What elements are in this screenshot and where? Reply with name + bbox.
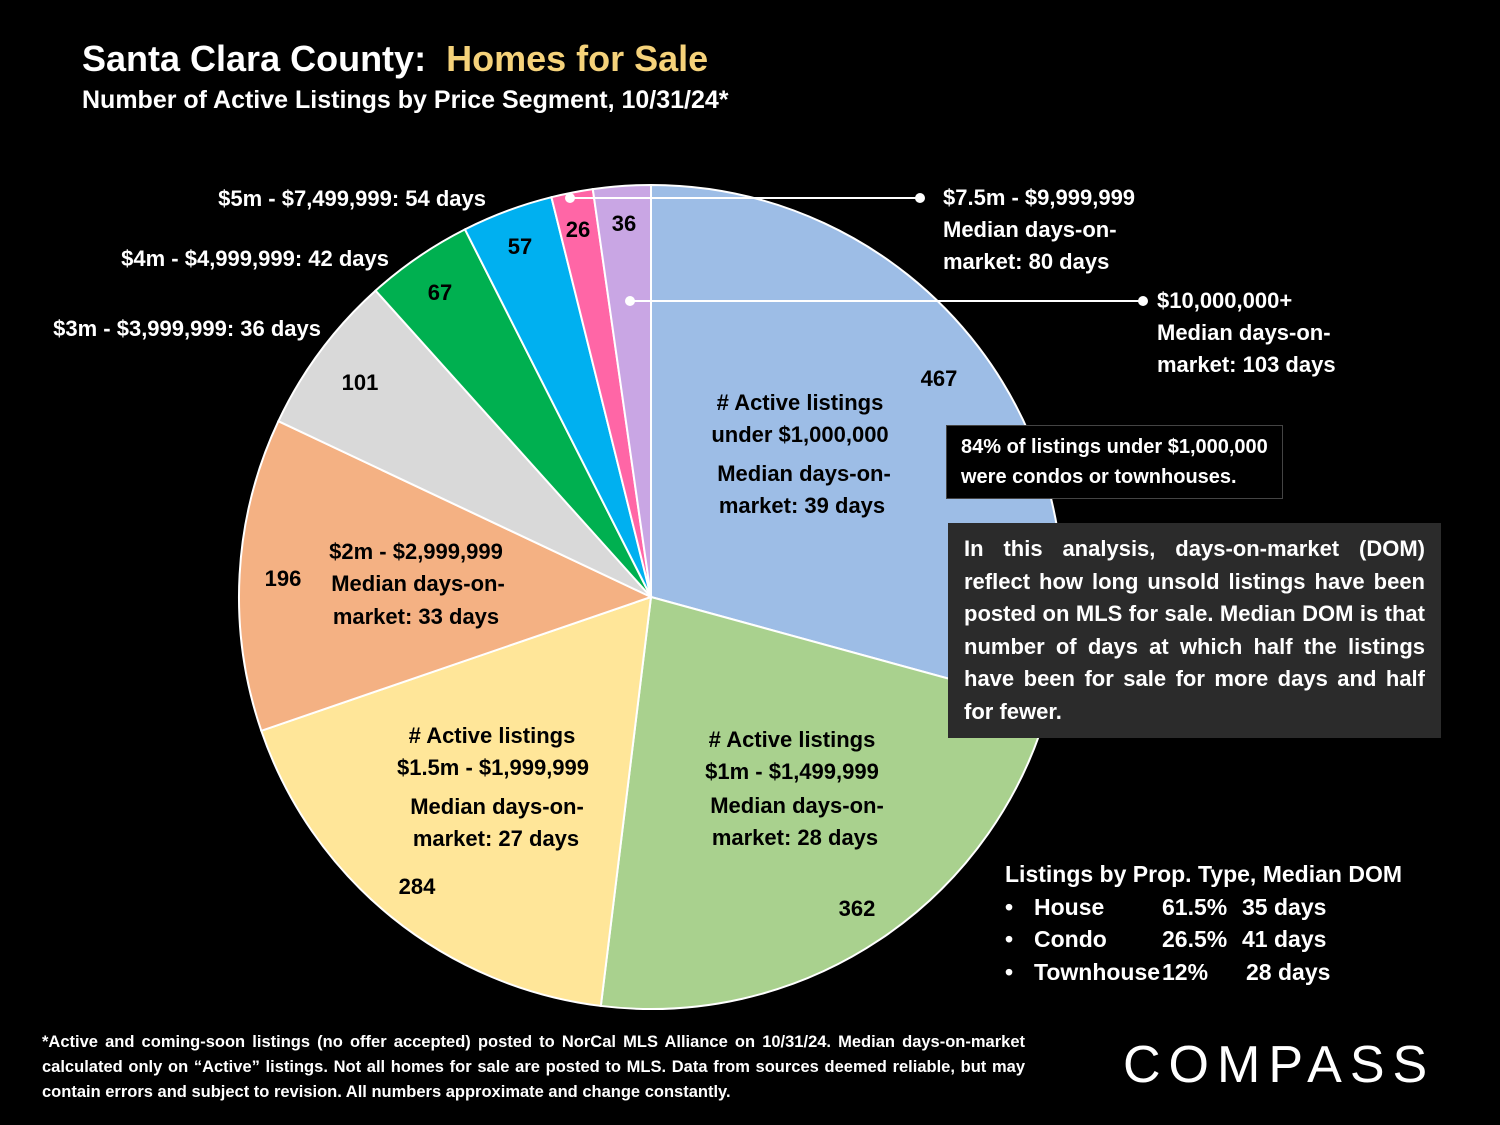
condo-note: 84% of listings under $1,000,000 were co…	[946, 425, 1283, 499]
value-label-7: 57	[508, 234, 532, 259]
leader-dot-10m-end	[1138, 296, 1148, 306]
dom-explanation-box: In this analysis, days-on-market (DOM) r…	[948, 523, 1441, 738]
text-1m-1: # Active listings	[709, 727, 876, 752]
text-under1m-1: # Active listings	[717, 390, 884, 415]
legend-item-condo: • Condo 26.5% 41 days	[1005, 923, 1402, 956]
title-prefix: Santa Clara County:	[82, 38, 427, 79]
callout-7-5m-line-2: Median days-on-	[943, 217, 1117, 242]
legend-pct: 61.5%	[1162, 893, 1228, 920]
value-label-2: 362	[839, 896, 876, 921]
callout-10m: $10,000,000+ Median days-on- market: 103…	[1157, 285, 1336, 381]
leader-dot-7-5m-end	[915, 193, 925, 203]
callout-10m-line-1: $10,000,000+	[1157, 288, 1293, 313]
callout-7-5m: $7.5m - $9,999,999 Median days-on- marke…	[943, 182, 1135, 278]
title-highlight: Homes for Sale	[446, 38, 709, 79]
value-label-3: 284	[399, 874, 436, 899]
chart-subtitle: Number of Active Listings by Price Segme…	[82, 86, 729, 114]
label-5m: $5m - $7,499,999: 54 days	[218, 186, 486, 211]
value-label-8: 26	[566, 217, 590, 242]
condo-note-line-1: 84% of listings under $1,000,000	[961, 436, 1268, 458]
legend-bullet: •	[1005, 958, 1014, 985]
value-label-6: 67	[428, 280, 452, 305]
text-1-5m-2: $1.5m - $1,999,999	[397, 755, 589, 780]
legend-pct: 26.5%	[1162, 926, 1228, 952]
text-1-5m-3: Median days-on-	[410, 794, 584, 819]
value-label-9: 36	[612, 211, 636, 236]
value-label-5: 101	[342, 370, 379, 395]
pie-slice-4	[238, 419, 654, 733]
leader-dot-10m-start	[625, 296, 635, 306]
legend-item-townhouse: • Townhouse12% 28 days	[1005, 956, 1402, 989]
legend-type: House	[1034, 893, 1105, 920]
text-2m-1: $2m - $2,999,999	[329, 539, 503, 564]
leader-lines	[565, 193, 1148, 306]
text-1m-2: $1m - $1,499,999	[705, 759, 879, 784]
label-3m: $3m - $3,999,999: 36 days	[53, 316, 321, 341]
callout-10m-line-3: market: 103 days	[1157, 352, 1336, 377]
text-under1m-3: Median days-on-	[717, 461, 891, 486]
legend-bullet: •	[1005, 893, 1014, 920]
text-1m-3: Median days-on-	[710, 793, 884, 818]
legend-dom: 28 days	[1246, 958, 1331, 985]
label-4m: $4m - $4,999,999: 42 days	[121, 246, 389, 271]
text-2m-2: Median days-on-	[331, 571, 505, 596]
pie-slice-5	[277, 289, 652, 598]
legend-pct: 12%	[1162, 958, 1209, 985]
property-type-legend: Listings by Prop. Type, Median DOM • Hous…	[1005, 858, 1402, 988]
value-label-4: 196	[265, 566, 302, 591]
legend-type: Townhouse	[1034, 958, 1161, 985]
footnote: *Active and coming-soon listings (no off…	[42, 1033, 1025, 1101]
callout-7-5m-line-3: market: 80 days	[943, 249, 1110, 274]
legend-dom: 35 days	[1242, 893, 1327, 920]
pie-slice-3	[260, 595, 653, 1008]
callout-10m-line-2: Median days-on-	[1157, 320, 1331, 345]
callout-7-5m-line-1: $7.5m - $9,999,999	[943, 185, 1136, 210]
text-1-5m-1: # Active listings	[409, 723, 576, 748]
compass-logo: COMPASS	[1123, 1036, 1436, 1094]
text-1-5m-4: market: 27 days	[413, 826, 579, 851]
legend-title: Listings by Prop. Type, Median DOM	[1005, 861, 1402, 887]
legend-type: Condo	[1034, 926, 1107, 952]
legend-bullet: •	[1005, 926, 1014, 952]
pie-slice-2	[599, 595, 1050, 1011]
text-under1m-2: under $1,000,000	[711, 422, 888, 447]
pie-slice-9	[591, 183, 652, 598]
condo-note-line-2: were condos or townhouses.	[961, 466, 1237, 488]
legend-item-house: • House 61.5% 35 days	[1005, 891, 1402, 924]
value-label-1: 467	[921, 366, 958, 391]
leader-dot-7-5m-start	[565, 193, 575, 203]
text-1m-4: market: 28 days	[712, 825, 878, 850]
legend-dom: 41 days	[1242, 926, 1327, 952]
text-under1m-4: market: 39 days	[719, 493, 885, 518]
text-2m-3: market: 33 days	[333, 604, 499, 629]
chart-title: Santa Clara County: Homes for Sale	[82, 38, 708, 80]
